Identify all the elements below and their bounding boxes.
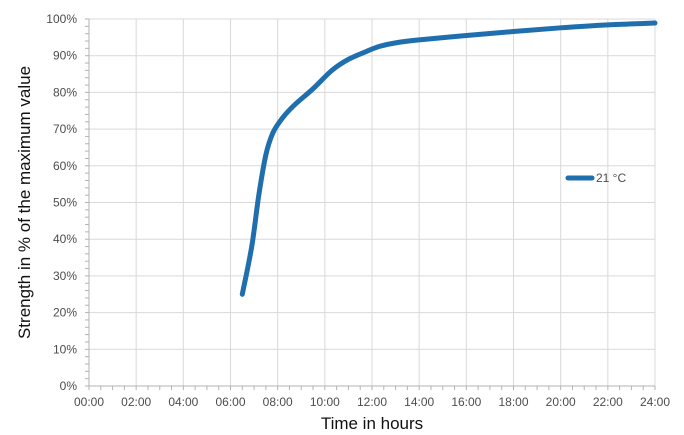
- x-tick-label: 16:00: [451, 395, 481, 409]
- y-tick-label: 20%: [53, 306, 77, 320]
- legend: 21 °C: [565, 171, 626, 185]
- x-tick-label: 22:00: [593, 395, 623, 409]
- legend-label: 21 °C: [596, 171, 626, 185]
- x-tick-label: 02:00: [121, 395, 151, 409]
- x-tick-labels: 00:00 02:00 04:00 06:00 08:00 10:00 12:00 14:00…: [74, 395, 670, 409]
- y-tick-label: 80%: [53, 85, 77, 99]
- x-tick-label: 20:00: [546, 395, 576, 409]
- y-tick-label: 90%: [53, 49, 77, 63]
- y-tick-label: 50%: [53, 196, 77, 210]
- x-tick-label: 14:00: [404, 395, 434, 409]
- x-tick-label: 24:00: [640, 395, 670, 409]
- chart-grid: [89, 18, 656, 386]
- minor-ticks: [85, 18, 656, 390]
- series-line-0: [239, 20, 658, 297]
- y-tick-label: 30%: [53, 269, 77, 283]
- y-tick-labels: 0% 10% 20% 30% 40% 50% 60% 70% 80% 90% 100%: [46, 12, 77, 393]
- y-tick-label: 70%: [53, 122, 77, 136]
- y-tick-label: 60%: [53, 159, 77, 173]
- x-tick-label: 10:00: [310, 395, 340, 409]
- y-tick-label: 40%: [53, 232, 77, 246]
- series-layer: [239, 20, 658, 297]
- x-tick-label: 00:00: [74, 395, 104, 409]
- x-tick-label: 08:00: [263, 395, 293, 409]
- y-tick-label: 100%: [46, 12, 77, 26]
- y-tick-label: 10%: [53, 342, 77, 356]
- x-tick-label: 12:00: [357, 395, 387, 409]
- x-tick-label: 06:00: [215, 395, 245, 409]
- x-tick-label: 04:00: [168, 395, 198, 409]
- x-axis-title: Time in hours: [321, 414, 423, 433]
- y-tick-label: 0%: [60, 379, 78, 393]
- y-axis-title: Strength in % of the maximum value: [15, 66, 34, 339]
- x-tick-label: 18:00: [498, 395, 528, 409]
